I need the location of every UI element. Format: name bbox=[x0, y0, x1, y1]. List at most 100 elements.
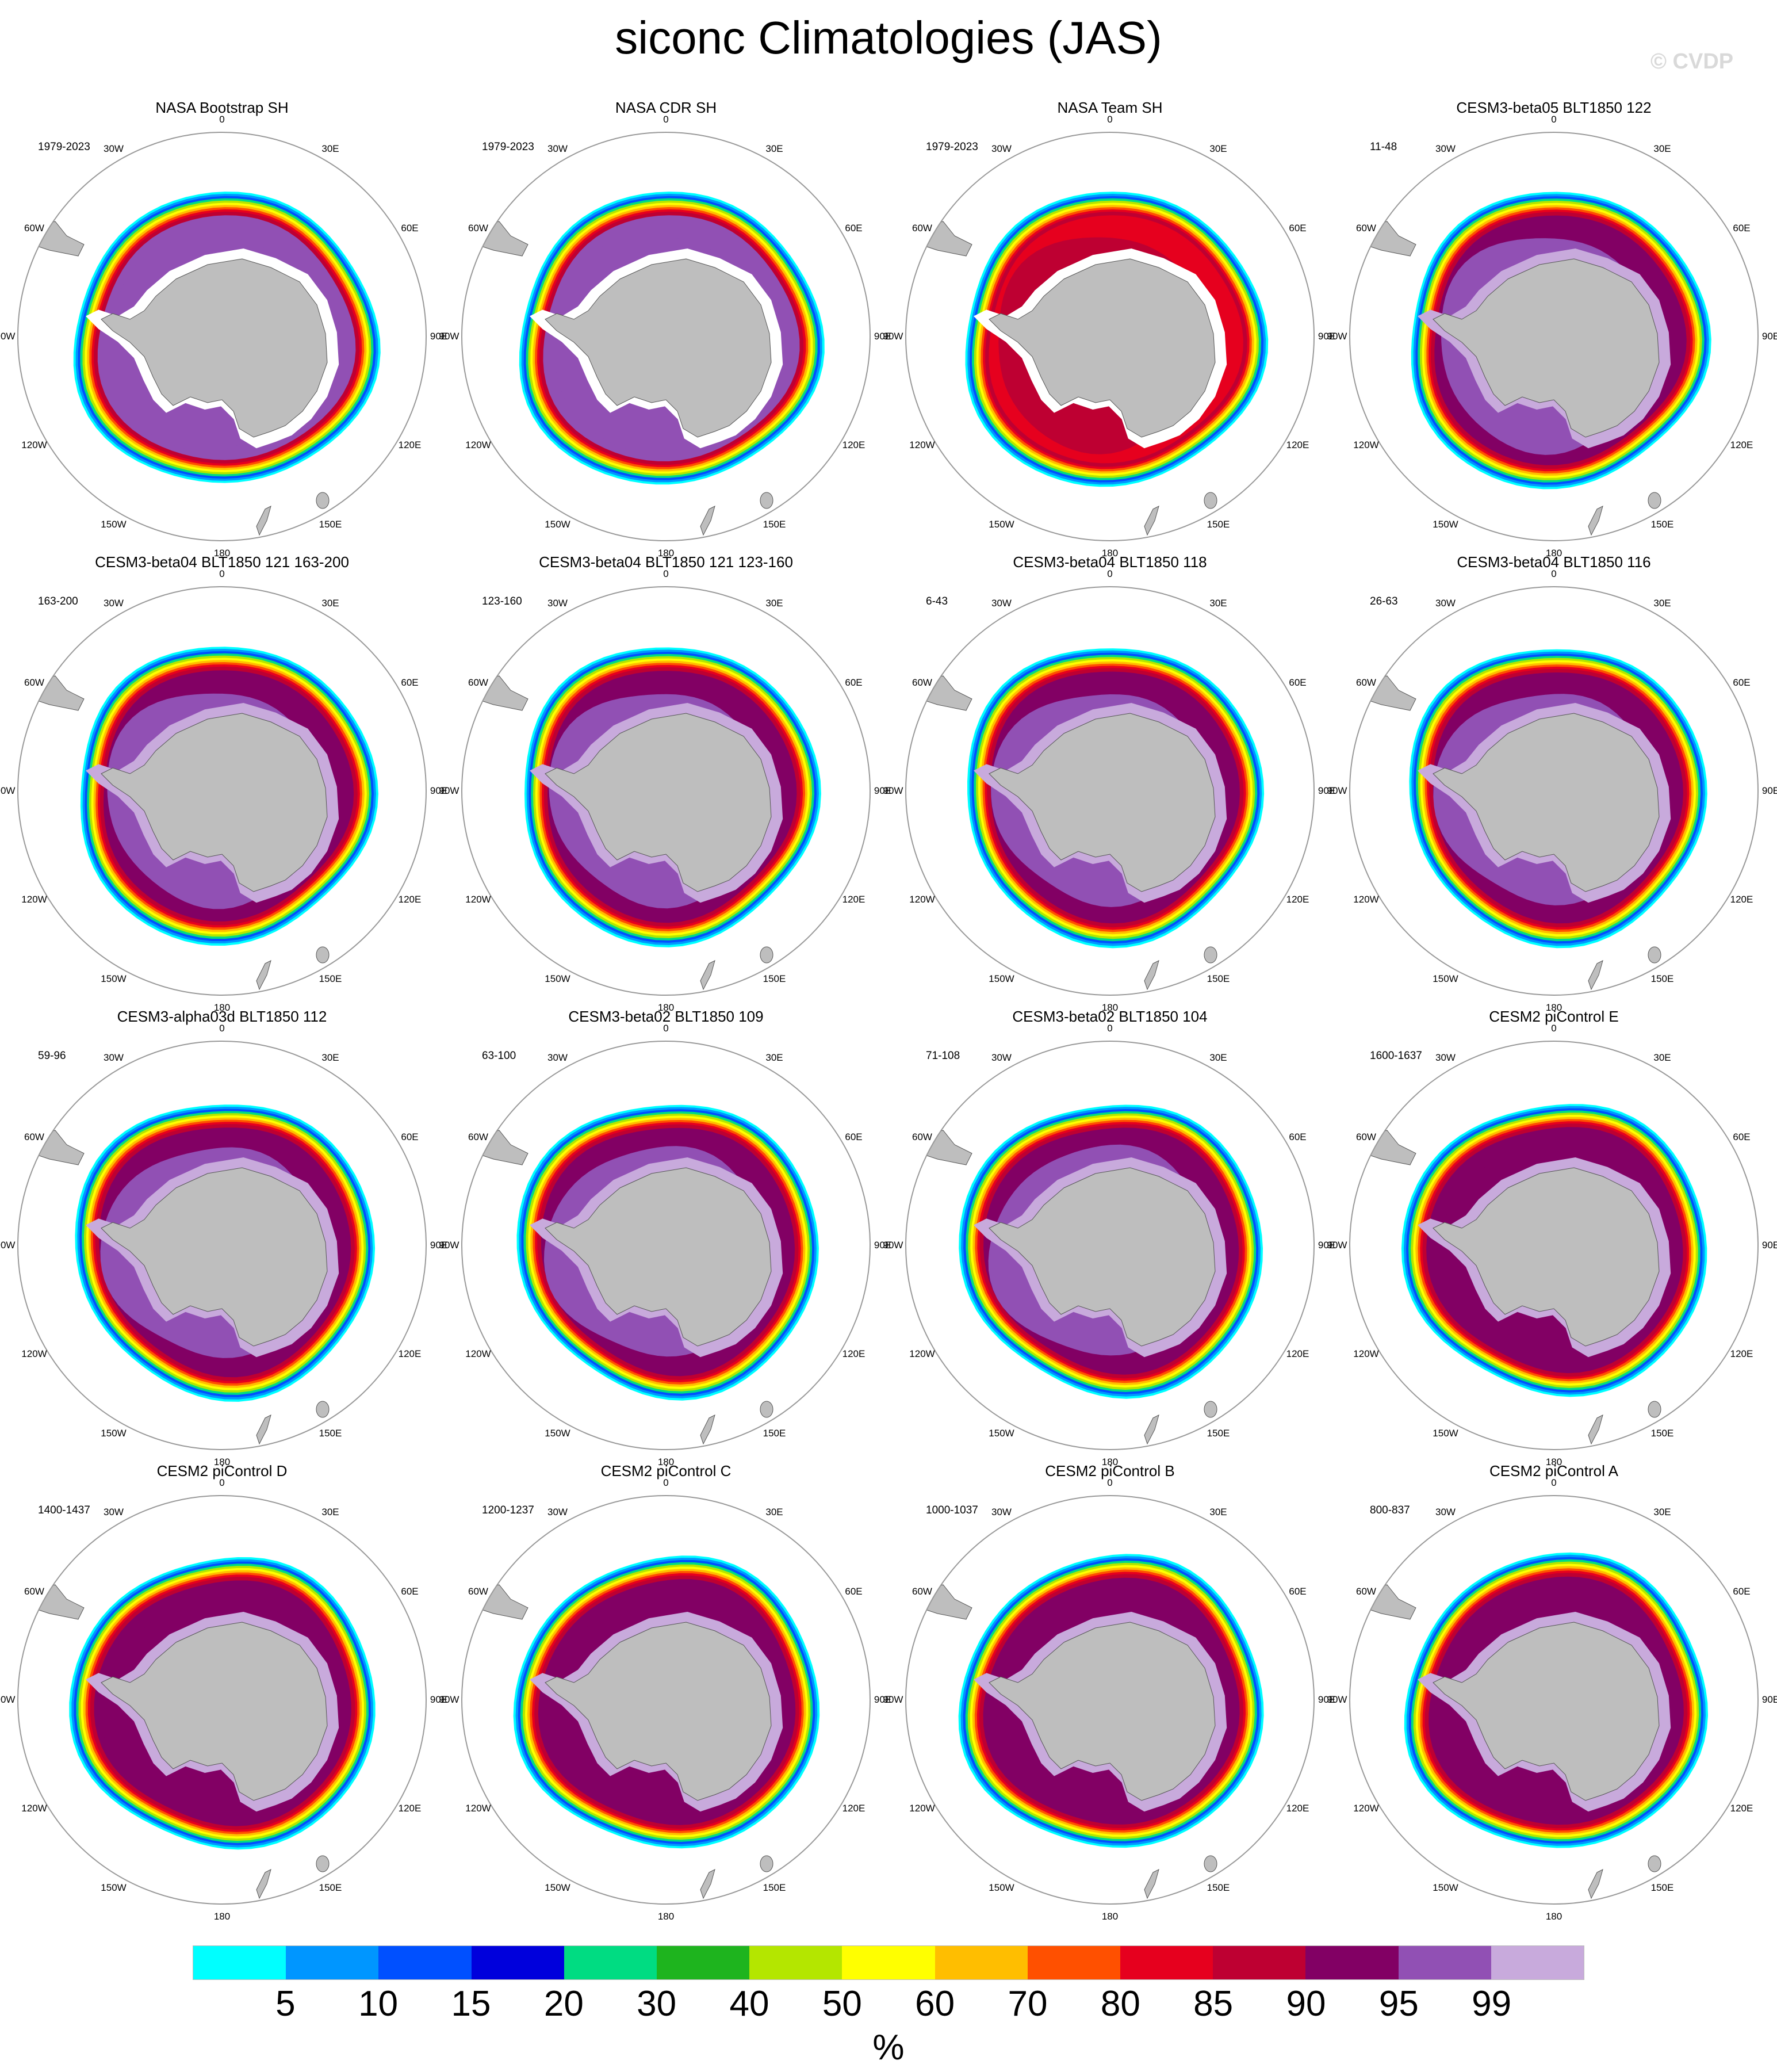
longitude-label: 30W bbox=[1435, 597, 1456, 609]
longitude-label: 30W bbox=[547, 1506, 568, 1517]
longitude-label: 30E bbox=[1209, 597, 1227, 609]
longitude-label: 90W bbox=[0, 785, 16, 796]
polar-map bbox=[461, 1495, 871, 1905]
map-panel: CESM2 piControl D 1400-1437 0 30E 60E 90E 120E… bbox=[0, 1461, 447, 1922]
antarctica-land bbox=[1433, 258, 1660, 438]
colorbar-tick-label: 10 bbox=[358, 1984, 399, 2024]
new-zealand-land bbox=[256, 1415, 271, 1445]
longitude-label: 90W bbox=[1327, 1694, 1347, 1705]
longitude-label: 0 bbox=[219, 568, 225, 579]
new-zealand-land bbox=[700, 1869, 715, 1899]
longitude-label: 90W bbox=[1327, 785, 1347, 796]
map-panel: CESM3-beta02 BLT1850 104 71-108 0 30E 60E 90E… bbox=[883, 1007, 1336, 1467]
longitude-label: 120E bbox=[398, 893, 422, 905]
map-panel: CESM3-beta02 BLT1850 109 63-100 0 30E 60E 90E… bbox=[439, 1007, 892, 1467]
map-border bbox=[461, 1041, 871, 1450]
tasmania-land bbox=[316, 1855, 330, 1872]
tasmania-land bbox=[1648, 946, 1661, 964]
antarctica-land bbox=[101, 1622, 328, 1801]
longitude-label: 120E bbox=[842, 1348, 865, 1359]
longitude-label: 180 bbox=[213, 548, 231, 559]
longitude-label: 60W bbox=[468, 676, 488, 688]
longitude-label: 90E bbox=[1318, 1240, 1336, 1251]
tasmania-land bbox=[1648, 1855, 1661, 1872]
longitude-label: 120E bbox=[1730, 1348, 1753, 1359]
map-border bbox=[905, 586, 1315, 996]
longitude-label: 30W bbox=[547, 597, 568, 609]
longitude-label: 120E bbox=[398, 439, 422, 450]
tasmania-land bbox=[760, 492, 773, 509]
polar-map bbox=[1349, 586, 1759, 996]
longitude-label: 60W bbox=[24, 1585, 44, 1597]
new-zealand-land bbox=[700, 506, 715, 536]
longitude-label: 0 bbox=[663, 1023, 669, 1034]
longitude-label: 60E bbox=[401, 222, 419, 234]
tasmania-land bbox=[1204, 1855, 1217, 1872]
polar-map bbox=[17, 132, 427, 541]
colorbar-swatch bbox=[749, 1946, 842, 1979]
longitude-label: 0 bbox=[663, 568, 669, 579]
longitude-label: 60W bbox=[912, 1585, 932, 1597]
longitude-label: 150W bbox=[101, 1882, 127, 1893]
longitude-label: 90W bbox=[0, 1694, 16, 1705]
longitude-label: 90W bbox=[439, 331, 459, 342]
longitude-label: 30E bbox=[321, 597, 339, 609]
longitude-label: 120W bbox=[909, 893, 935, 905]
new-zealand-land bbox=[1588, 506, 1603, 536]
colorbar-tick-label: 15 bbox=[451, 1984, 491, 2024]
panel-title: CESM3-beta04 BLT1850 118 bbox=[1013, 553, 1207, 571]
figure-title: siconc Climatologies (JAS) bbox=[615, 12, 1162, 63]
longitude-label: 150E bbox=[319, 1882, 342, 1893]
longitude-label: 30E bbox=[765, 597, 783, 609]
panel-title: CESM3-alpha03d BLT1850 112 bbox=[117, 1008, 327, 1025]
panel-title: CESM3-beta04 BLT1850 116 bbox=[1457, 553, 1651, 571]
longitude-label: 30W bbox=[1435, 1052, 1456, 1063]
longitude-label: 30W bbox=[104, 597, 124, 609]
map-border bbox=[1349, 132, 1759, 541]
new-zealand-land bbox=[1144, 1869, 1159, 1899]
polar-map bbox=[1349, 1041, 1759, 1450]
longitude-label: 180 bbox=[657, 1002, 675, 1013]
longitude-label: 30E bbox=[1209, 1506, 1227, 1517]
longitude-label: 30W bbox=[104, 143, 124, 154]
colorbar-tick-label: 30 bbox=[637, 1984, 677, 2024]
antarctica-land bbox=[1433, 713, 1660, 892]
longitude-label: 90E bbox=[1761, 785, 1777, 796]
longitude-label: 150W bbox=[989, 1427, 1014, 1439]
map-border bbox=[461, 1495, 871, 1905]
longitude-label: 90W bbox=[1327, 331, 1347, 342]
longitude-label: 30E bbox=[1653, 1052, 1671, 1063]
longitude-label: 30W bbox=[104, 1052, 124, 1063]
longitude-label: 120W bbox=[909, 439, 935, 450]
map-border bbox=[1349, 1495, 1759, 1905]
longitude-label: 150W bbox=[989, 518, 1014, 530]
panel-title: CESM2 piControl B bbox=[1045, 1462, 1175, 1480]
longitude-label: 150W bbox=[1433, 973, 1458, 984]
colorbar-unit: % bbox=[872, 2028, 905, 2067]
tasmania-land bbox=[760, 1401, 773, 1418]
map-border bbox=[1349, 586, 1759, 996]
longitude-label: 30W bbox=[991, 1506, 1012, 1517]
longitude-label: 30E bbox=[321, 1052, 339, 1063]
polar-map bbox=[905, 586, 1315, 996]
watermark: © CVDP bbox=[1650, 49, 1734, 74]
longitude-label: 90W bbox=[883, 1694, 903, 1705]
map-panel: CESM3-beta04 BLT1850 121 123-160 123-160 0… bbox=[439, 552, 892, 1013]
longitude-label: 120E bbox=[398, 1348, 422, 1359]
longitude-label: 90W bbox=[0, 331, 16, 342]
polar-map bbox=[1349, 132, 1759, 541]
map-panel: CESM2 piControl A 800-837 0 30E 60E 90E 120E 15… bbox=[1327, 1461, 1777, 1922]
longitude-label: 90E bbox=[1761, 331, 1777, 342]
longitude-label: 150E bbox=[319, 1427, 342, 1439]
longitude-label: 150W bbox=[101, 973, 127, 984]
antarctica-land bbox=[545, 258, 772, 438]
longitude-label: 150E bbox=[1650, 1427, 1674, 1439]
longitude-label: 150E bbox=[763, 518, 786, 530]
colorbar-tick-label: 80 bbox=[1100, 1984, 1140, 2024]
colorbar-tick-label: 5 bbox=[275, 1984, 296, 2024]
longitude-label: 60W bbox=[1356, 222, 1376, 234]
longitude-label: 60E bbox=[845, 1585, 863, 1597]
longitude-label: 0 bbox=[1551, 1023, 1557, 1034]
panel-title: CESM3-beta05 BLT1850 122 bbox=[1456, 99, 1652, 116]
colorbar-tick-label: 20 bbox=[543, 1984, 584, 2024]
